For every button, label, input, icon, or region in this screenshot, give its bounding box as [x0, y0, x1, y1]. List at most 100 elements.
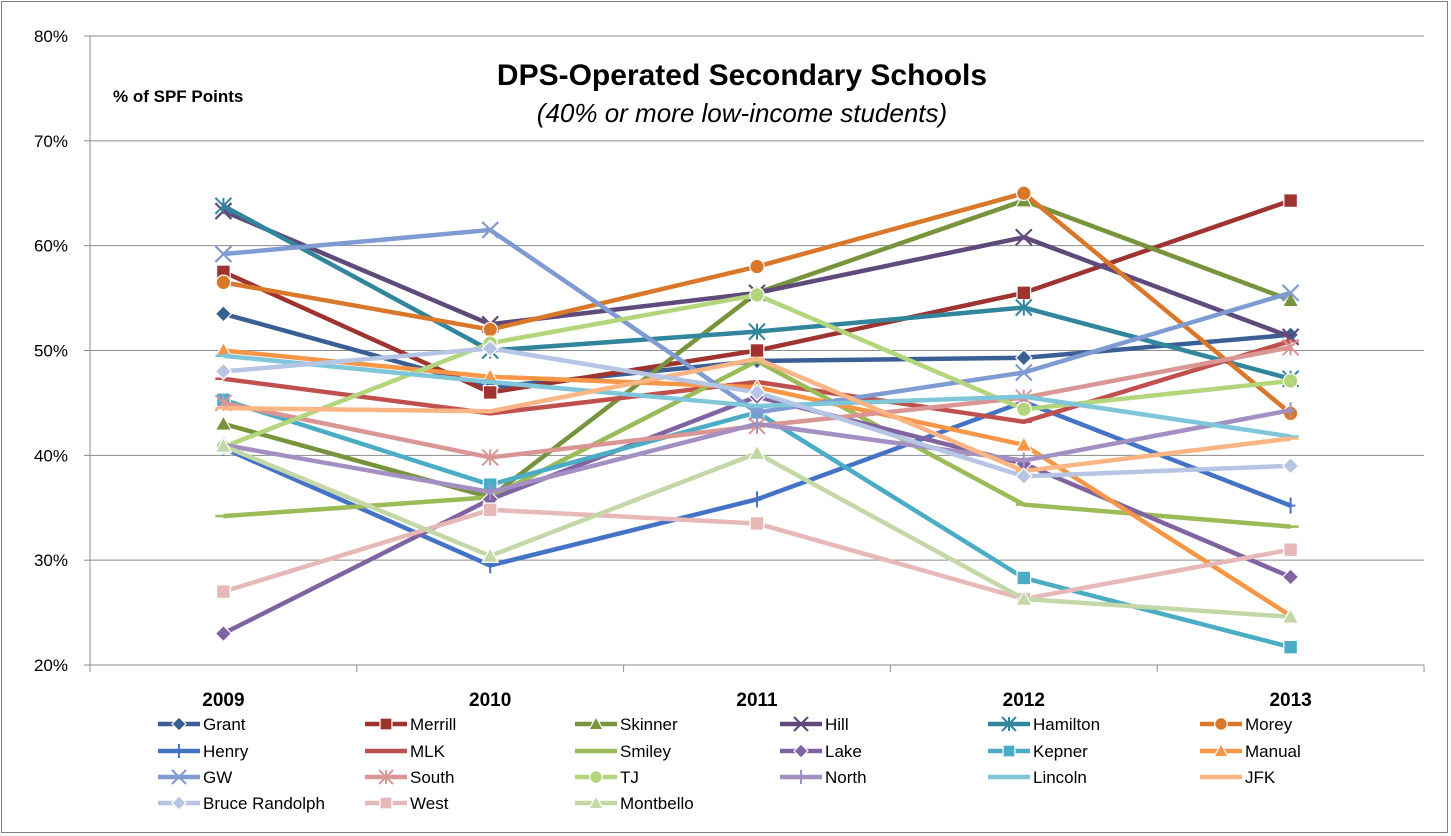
legend-marker: [171, 769, 187, 785]
y-tick-label: 30%: [34, 551, 68, 570]
legend-label: Morey: [1245, 715, 1293, 734]
x-tick-label: 2009: [202, 690, 244, 711]
legend-item: Morey: [1200, 715, 1293, 734]
legend-item: South: [365, 768, 454, 787]
data-point: [214, 197, 233, 215]
data-point: [481, 546, 500, 563]
x-tick-label: 2012: [1003, 690, 1045, 711]
legend-item: Montbello: [575, 794, 694, 813]
legend-label: South: [410, 768, 454, 787]
y-tick-label: 70%: [34, 132, 68, 151]
legend-item: JFK: [1200, 768, 1276, 787]
legend-label: JFK: [1245, 768, 1276, 787]
legend-marker: [1214, 717, 1228, 731]
y-tick-label: 80%: [34, 27, 68, 46]
data-point: [748, 383, 766, 402]
data-point: [747, 444, 767, 461]
data-point: [1015, 363, 1033, 382]
x-tick-labels: 2009 2010 2011 2012 2013: [202, 690, 1311, 711]
legend-item: Kepner: [988, 742, 1088, 761]
legend-label: Montbello: [620, 794, 694, 813]
series-lincoln: [215, 353, 1299, 439]
data-point: [1014, 435, 1033, 452]
legend-item: Bruce Randolph: [158, 794, 325, 813]
legend-item: Manual: [1200, 742, 1301, 761]
legend-item: Henry: [158, 742, 249, 761]
data-point: [214, 304, 233, 323]
legend-marker: [378, 769, 394, 785]
y-tick-label: 60%: [34, 237, 68, 256]
legend-item: Hamilton: [988, 715, 1100, 734]
data-point: [1015, 298, 1033, 317]
data-point: [1015, 401, 1032, 418]
data-point: [1283, 193, 1299, 208]
data-point: [216, 584, 231, 600]
legend-item: Hill: [780, 715, 849, 734]
legend-marker: [793, 743, 809, 759]
y-tick-label: 50%: [34, 342, 68, 361]
data-point: [1281, 290, 1300, 308]
data-point: [215, 274, 232, 291]
data-point: [749, 516, 765, 531]
data-point: [481, 448, 499, 467]
series-gw: [214, 221, 1300, 422]
legend-label: Hill: [825, 715, 849, 734]
legend-label: Lake: [825, 742, 862, 761]
data-point: [1015, 228, 1033, 247]
legend-marker: [587, 794, 605, 810]
legend-item: Lincoln: [988, 768, 1087, 787]
data-point: [1014, 589, 1033, 606]
y-axis-label: % of SPF Points: [113, 87, 243, 106]
legend-label: MLK: [410, 742, 446, 761]
data-point: [482, 385, 498, 400]
data-point: [214, 245, 233, 263]
data-point: [214, 624, 233, 643]
data-point: [1285, 402, 1296, 419]
data-point: [485, 484, 495, 501]
legend-marker: [171, 716, 187, 732]
data-point: [1014, 467, 1033, 486]
legend-item: Skinner: [575, 715, 678, 734]
legend: Grant Merrill Skinner Hill Hamilton Morey Henr…: [158, 715, 1301, 813]
legend-marker: [1212, 742, 1230, 758]
legend-label: TJ: [620, 768, 639, 787]
data-point: [749, 343, 765, 358]
legend-label: GW: [203, 768, 232, 787]
legend-marker: [379, 717, 393, 731]
legend-label: Kepner: [1033, 742, 1088, 761]
data-point: [749, 287, 765, 303]
data-point: [1281, 456, 1300, 475]
legend-item: TJ: [575, 768, 639, 787]
legend-label: West: [410, 794, 449, 813]
data-point: [1283, 542, 1299, 558]
data-point: [1285, 497, 1296, 514]
data-point: [481, 339, 500, 358]
legend-item: Lake: [780, 742, 862, 761]
legend-label: Hamilton: [1033, 715, 1100, 734]
legend-item: GW: [158, 768, 232, 787]
legend-item: North: [780, 768, 867, 787]
legend-marker: [1001, 716, 1017, 732]
legend-item: Grant: [158, 715, 246, 734]
data-point: [482, 321, 498, 338]
x-tick-label: 2013: [1269, 690, 1311, 711]
y-tick-label: 20%: [34, 656, 68, 675]
chart-title: DPS-Operated Secondary Schools: [497, 59, 987, 92]
legend-label: Grant: [203, 715, 246, 734]
data-point: [1014, 348, 1033, 367]
data-point: [1281, 568, 1300, 586]
data-point: [1283, 639, 1299, 655]
data-point: [214, 362, 233, 381]
data-point: [1281, 607, 1300, 624]
series-merrill: [216, 193, 1299, 400]
legend-marker: [379, 796, 393, 810]
legend-marker: [174, 744, 184, 758]
legend-marker: [589, 770, 603, 784]
series-montbello: [214, 436, 1300, 624]
data-point: [482, 502, 498, 518]
legend-label: Lincoln: [1033, 768, 1087, 787]
legend-marker: [587, 715, 605, 731]
data-point: [752, 415, 762, 432]
data-point: [749, 258, 765, 275]
